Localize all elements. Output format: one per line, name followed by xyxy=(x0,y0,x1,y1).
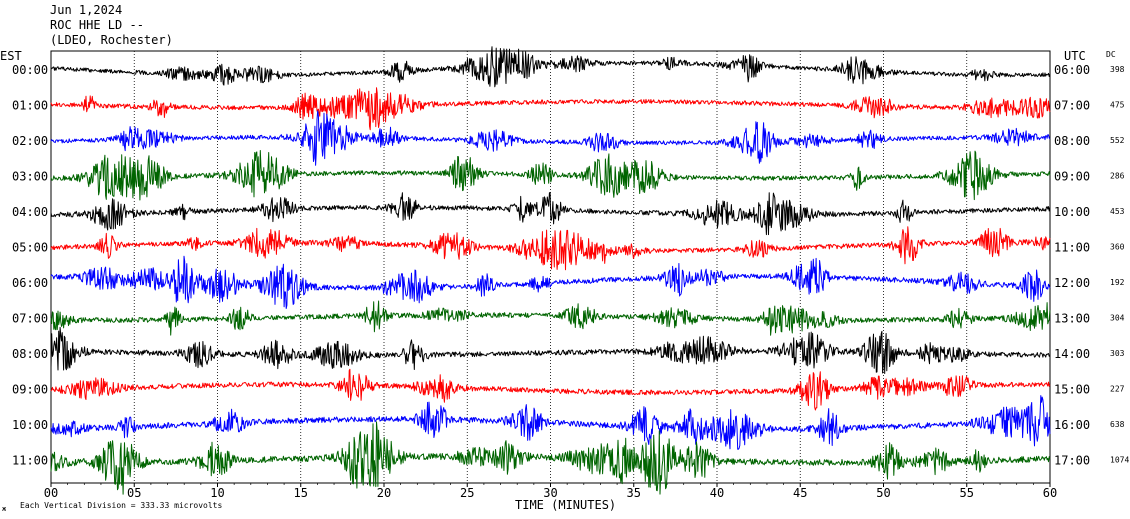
trace-0700 xyxy=(50,300,1051,336)
utc-hour-label: 06:00 xyxy=(1054,63,1090,77)
x-tick-label-35: 35 xyxy=(627,486,641,500)
trace-0800 xyxy=(50,326,1050,374)
utc-hour-label: 13:00 xyxy=(1054,312,1090,326)
trace-0200 xyxy=(50,110,1051,166)
x-tick-label-60: 60 xyxy=(1043,486,1057,500)
trace-1100 xyxy=(50,421,1051,495)
trace-0600 xyxy=(50,255,1051,309)
dc-offset-value: 453 xyxy=(1110,207,1125,216)
est-hour-label: 05:00 xyxy=(12,241,48,255)
x-axis-title: TIME (MINUTES) xyxy=(515,498,616,512)
dc-offset-value: 552 xyxy=(1110,136,1125,145)
trace-0000 xyxy=(50,46,1051,88)
header-station: ROC HHE LD -- xyxy=(50,18,144,32)
dc-offset-value: 1074 xyxy=(1110,456,1129,465)
utc-hour-label: 17:00 xyxy=(1054,454,1090,468)
est-hour-label: 06:00 xyxy=(12,276,48,290)
est-axis-label: EST xyxy=(0,49,22,63)
dc-offset-value: 398 xyxy=(1110,65,1125,74)
x-tick-label-20: 20 xyxy=(377,486,391,500)
x-tick-label-30: 30 xyxy=(543,486,557,500)
dc-offset-value: 303 xyxy=(1110,349,1125,358)
utc-hour-label: 16:00 xyxy=(1054,418,1090,432)
footer-mark: ж xyxy=(2,505,7,513)
utc-hour-label: 12:00 xyxy=(1054,276,1090,290)
trace-0100 xyxy=(50,87,1051,131)
x-tick-label-10: 10 xyxy=(210,486,224,500)
x-tick-label-45: 45 xyxy=(793,486,807,500)
utc-axis-label: UTC xyxy=(1064,49,1086,63)
est-hour-label: 02:00 xyxy=(12,134,48,148)
dc-offset-value: 286 xyxy=(1110,172,1125,181)
utc-hour-label: 10:00 xyxy=(1054,205,1090,219)
dc-offset-value: 304 xyxy=(1110,314,1125,323)
est-hour-label: 03:00 xyxy=(12,170,48,184)
x-tick-label-25: 25 xyxy=(460,486,474,500)
est-hour-label: 04:00 xyxy=(12,205,48,219)
utc-hour-label: 08:00 xyxy=(1054,134,1090,148)
dc-offset-value: 192 xyxy=(1110,278,1125,287)
x-tick-label-15: 15 xyxy=(294,486,308,500)
chart-labels: 00 05 10 15 20 25 30 35 40 45 50 55 60 00:00 06:00 398 0… xyxy=(12,63,1129,500)
est-hour-label: 07:00 xyxy=(12,312,48,326)
x-tick-label-40: 40 xyxy=(710,486,724,500)
x-tick-label-05: 05 xyxy=(127,486,141,500)
utc-hour-label: 07:00 xyxy=(1054,99,1090,113)
utc-hour-label: 14:00 xyxy=(1054,347,1090,361)
dc-offset-value: 475 xyxy=(1110,101,1125,110)
utc-hour-label: 15:00 xyxy=(1054,383,1090,397)
x-tick-label-55: 55 xyxy=(960,486,974,500)
trace-0500 xyxy=(50,226,1051,271)
header-network: (LDEO, Rochester) xyxy=(50,33,173,47)
dc-column-label: DC xyxy=(1106,50,1116,59)
est-hour-label: 09:00 xyxy=(12,383,48,397)
est-hour-label: 08:00 xyxy=(12,347,48,361)
vertical-scale-note: Each Vertical Division = 333.33 microvol… xyxy=(20,501,222,510)
dc-offset-value: 227 xyxy=(1110,385,1125,394)
trace-0900 xyxy=(50,368,1051,411)
dc-offset-value: 360 xyxy=(1110,243,1125,252)
est-hour-label: 01:00 xyxy=(12,99,48,113)
header-date: Jun 1,2024 xyxy=(50,3,123,17)
est-hour-label: 00:00 xyxy=(12,63,48,77)
seismic-traces xyxy=(50,46,1051,495)
utc-hour-label: 11:00 xyxy=(1054,241,1090,255)
trace-0400 xyxy=(50,191,1051,236)
chart-grid xyxy=(50,50,1051,487)
x-tick-label-00: 00 xyxy=(44,486,58,500)
trace-1000 xyxy=(50,395,1051,450)
x-tick-label-50: 50 xyxy=(876,486,890,500)
dc-offset-value: 638 xyxy=(1110,420,1125,429)
est-hour-label: 10:00 xyxy=(12,418,48,432)
est-hour-label: 11:00 xyxy=(12,454,48,468)
utc-hour-label: 09:00 xyxy=(1054,170,1090,184)
trace-0300 xyxy=(50,150,1051,201)
